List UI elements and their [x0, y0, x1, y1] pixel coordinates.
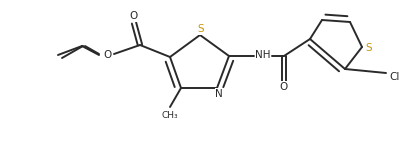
Text: O: O: [280, 82, 288, 92]
Text: CH₃: CH₃: [162, 111, 178, 120]
Text: O: O: [103, 50, 111, 60]
Text: S: S: [366, 43, 372, 53]
Text: O: O: [130, 11, 138, 21]
Text: S: S: [198, 24, 204, 34]
Text: Cl: Cl: [390, 72, 400, 82]
Text: N: N: [215, 89, 223, 99]
Text: NH: NH: [255, 50, 271, 60]
